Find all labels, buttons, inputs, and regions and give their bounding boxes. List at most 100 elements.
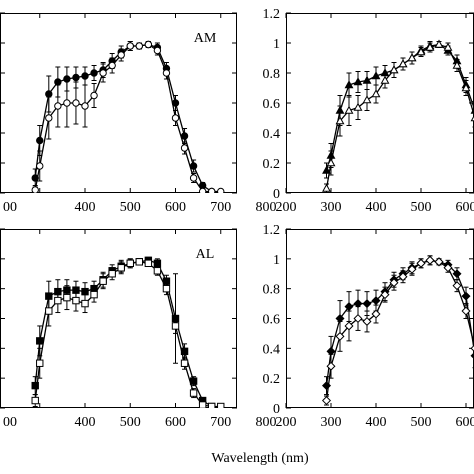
data-point bbox=[189, 389, 198, 397]
data-point bbox=[380, 75, 390, 84]
x-tick-label: 400 bbox=[75, 415, 96, 430]
data-point bbox=[452, 60, 462, 69]
data-point bbox=[99, 277, 107, 285]
data-point bbox=[371, 296, 381, 306]
data-point bbox=[108, 270, 116, 278]
data-point bbox=[90, 91, 98, 100]
data-point bbox=[326, 361, 336, 371]
chart-panel-top-left: 00 400 500 600 700 800 AM bbox=[0, 12, 277, 215]
x-tick-label: 300 bbox=[321, 415, 342, 430]
data-point bbox=[31, 396, 39, 405]
data-point bbox=[362, 75, 372, 84]
data-point bbox=[326, 158, 336, 167]
data-point bbox=[389, 278, 399, 288]
data-point bbox=[335, 331, 345, 341]
data-point bbox=[344, 80, 354, 89]
data-point bbox=[162, 69, 171, 77]
x-tick-label: 200 bbox=[276, 200, 297, 215]
y-tick-label: 0 bbox=[273, 187, 280, 202]
y-tick-label: 1.2 bbox=[263, 223, 281, 238]
data-point bbox=[344, 321, 354, 331]
data-point bbox=[63, 293, 71, 302]
y-tick-label: 1 bbox=[273, 253, 280, 268]
data-point bbox=[416, 258, 426, 268]
data-point bbox=[371, 89, 381, 98]
data-point bbox=[135, 42, 144, 50]
data-point bbox=[117, 264, 125, 272]
data-point bbox=[407, 53, 417, 62]
data-point bbox=[461, 83, 471, 92]
data-point bbox=[425, 255, 435, 265]
data-point bbox=[36, 136, 44, 145]
y-tick-label: 0.4 bbox=[263, 127, 281, 142]
data-point bbox=[144, 259, 153, 268]
data-point bbox=[398, 272, 408, 282]
data-point bbox=[321, 396, 332, 406]
data-point bbox=[90, 290, 98, 299]
x-tick-label: 400 bbox=[366, 200, 387, 215]
data-point bbox=[162, 284, 171, 293]
data-point bbox=[434, 257, 444, 267]
data-point bbox=[470, 344, 474, 352]
data-point bbox=[171, 114, 180, 122]
data-point bbox=[353, 102, 363, 111]
data-point bbox=[45, 307, 53, 315]
chart-panel-bottom-right: 0 0.2 0.4 0.6 0.8 1 1.2 200 300 400 500 600 bbox=[263, 223, 474, 430]
plot-area bbox=[31, 40, 225, 193]
data-point bbox=[189, 377, 198, 385]
data-point bbox=[322, 183, 331, 192]
x-tick-label: 700 bbox=[210, 200, 231, 215]
data-point bbox=[54, 296, 62, 305]
data-point bbox=[362, 299, 372, 309]
chart-panel-top-right: 0 0.2 0.4 0.6 0.8 1 1.2 200 300 400 500 600 bbox=[263, 7, 474, 215]
data-point bbox=[198, 187, 207, 193]
data-point bbox=[189, 162, 198, 170]
data-point bbox=[99, 69, 107, 77]
y-tick-label: 1.2 bbox=[263, 7, 281, 22]
data-point bbox=[180, 359, 189, 367]
data-point bbox=[452, 281, 462, 291]
panel-label: AM bbox=[194, 31, 217, 46]
data-point bbox=[144, 40, 153, 49]
data-point bbox=[153, 46, 162, 55]
data-point bbox=[45, 114, 53, 122]
data-point bbox=[380, 290, 390, 300]
y-tick-label: 0.2 bbox=[263, 157, 281, 172]
series-line bbox=[34, 43, 213, 193]
data-point bbox=[217, 187, 225, 193]
data-point bbox=[31, 381, 39, 390]
data-point bbox=[353, 77, 363, 86]
data-point bbox=[217, 402, 225, 408]
data-point bbox=[45, 90, 53, 98]
data-point bbox=[362, 95, 372, 104]
data-point bbox=[398, 59, 408, 68]
data-point bbox=[189, 174, 198, 182]
data-point bbox=[461, 306, 471, 316]
data-point bbox=[72, 73, 80, 82]
y-tick-label: 1 bbox=[273, 37, 280, 52]
data-point bbox=[470, 114, 474, 122]
data-point bbox=[63, 99, 71, 107]
x-tick-label: 500 bbox=[411, 200, 432, 215]
data-point bbox=[434, 39, 444, 48]
data-point bbox=[81, 287, 89, 296]
x-axis-label: Wavelength (nm) bbox=[211, 451, 309, 466]
x-tick-label: 800 bbox=[256, 200, 277, 215]
data-point bbox=[371, 71, 381, 80]
data-point bbox=[171, 322, 180, 330]
y-tick-label: 0.4 bbox=[263, 342, 281, 357]
x-tick-label: 300 bbox=[321, 200, 342, 215]
data-point bbox=[153, 259, 162, 268]
data-point bbox=[443, 263, 453, 273]
data-point bbox=[371, 309, 381, 319]
data-point bbox=[81, 72, 89, 80]
chart-panel-bottom-left: 00 400 500 600 700 800 AL bbox=[0, 228, 277, 430]
plot-frame bbox=[286, 229, 474, 408]
data-point bbox=[208, 187, 216, 193]
x-tick-label: 200 bbox=[276, 415, 297, 430]
data-point bbox=[425, 42, 435, 51]
data-point bbox=[208, 402, 216, 408]
panel-label: AL bbox=[196, 247, 215, 262]
x-tick-label: 600 bbox=[456, 200, 474, 215]
data-point bbox=[117, 51, 125, 59]
